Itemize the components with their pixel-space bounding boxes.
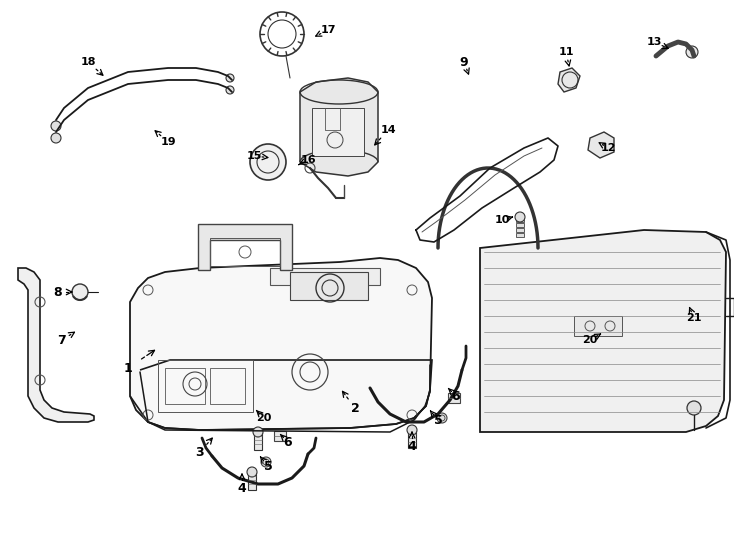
Circle shape xyxy=(72,284,88,300)
Bar xyxy=(312,108,364,156)
Circle shape xyxy=(687,401,701,415)
Circle shape xyxy=(247,467,257,477)
Bar xyxy=(516,218,524,222)
Text: 20: 20 xyxy=(582,335,597,345)
Text: 11: 11 xyxy=(559,47,574,57)
Circle shape xyxy=(437,413,447,423)
Bar xyxy=(516,228,524,232)
Text: 20: 20 xyxy=(256,413,272,423)
Text: 4: 4 xyxy=(407,440,416,453)
Bar xyxy=(408,430,416,448)
Text: 21: 21 xyxy=(686,313,702,323)
Circle shape xyxy=(51,121,61,131)
Polygon shape xyxy=(290,272,368,300)
Polygon shape xyxy=(558,68,580,92)
Circle shape xyxy=(261,457,271,467)
Text: 17: 17 xyxy=(320,25,335,35)
Circle shape xyxy=(253,427,263,437)
Text: 8: 8 xyxy=(54,286,62,299)
Polygon shape xyxy=(198,224,292,270)
Polygon shape xyxy=(270,268,380,285)
Text: 6: 6 xyxy=(283,435,292,449)
Bar xyxy=(165,368,205,404)
Bar xyxy=(516,223,524,227)
Bar xyxy=(254,432,262,450)
Bar xyxy=(274,431,286,441)
Circle shape xyxy=(407,425,417,435)
Text: 9: 9 xyxy=(459,56,468,69)
Text: 5: 5 xyxy=(264,460,272,472)
Circle shape xyxy=(515,212,525,222)
Bar xyxy=(248,472,256,490)
Circle shape xyxy=(226,74,234,82)
Circle shape xyxy=(250,144,286,180)
Text: 19: 19 xyxy=(160,137,176,147)
Polygon shape xyxy=(480,230,726,432)
Text: 4: 4 xyxy=(238,482,247,495)
Text: 12: 12 xyxy=(600,143,616,153)
Circle shape xyxy=(686,46,698,58)
Bar xyxy=(210,238,280,266)
Text: 10: 10 xyxy=(494,215,509,225)
Bar xyxy=(574,316,622,336)
Text: 16: 16 xyxy=(300,155,316,165)
Text: 5: 5 xyxy=(434,414,443,427)
Text: 18: 18 xyxy=(80,57,95,67)
Text: 7: 7 xyxy=(58,334,66,347)
Circle shape xyxy=(51,133,61,143)
Polygon shape xyxy=(300,78,378,176)
Text: 3: 3 xyxy=(196,446,204,458)
Polygon shape xyxy=(130,258,432,430)
Bar xyxy=(516,233,524,237)
Text: 2: 2 xyxy=(351,402,360,415)
Text: 1: 1 xyxy=(123,361,132,375)
Polygon shape xyxy=(588,132,614,158)
Text: 6: 6 xyxy=(451,389,460,402)
Bar xyxy=(158,360,253,412)
Text: 14: 14 xyxy=(380,125,396,135)
Polygon shape xyxy=(18,268,94,422)
Circle shape xyxy=(226,86,234,94)
Bar xyxy=(210,368,245,404)
Bar xyxy=(448,393,460,403)
Text: 15: 15 xyxy=(247,151,262,161)
Text: 13: 13 xyxy=(647,37,661,47)
